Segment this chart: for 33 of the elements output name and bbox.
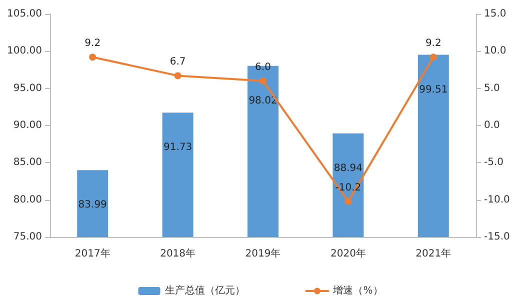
point: [260, 77, 266, 84]
y2-tick-label: 5.0: [484, 82, 500, 94]
y-tick-label: 90.00: [13, 120, 42, 131]
y-tick-label: 105.00: [7, 8, 42, 20]
y-tick-label: 100.00: [7, 46, 42, 57]
point: [430, 54, 437, 61]
y-tick-label: 75.00: [13, 232, 42, 242]
y2-tick-label: -5.0: [484, 157, 504, 168]
y2-tick-label: 15.0: [484, 8, 506, 20]
y-tick-label: 80.00: [13, 194, 42, 206]
x-tick-label: 2020年: [330, 248, 366, 260]
legend-label: 增速（%）: [332, 284, 383, 296]
data-label: 9.2: [425, 38, 442, 50]
y2-tick-label: 10.0: [484, 46, 506, 57]
data-label: 99.51: [419, 84, 448, 96]
x-tick-label: 2021年: [416, 248, 452, 260]
data-label: 6.7: [170, 56, 186, 68]
point: [344, 198, 352, 205]
data-label: 83.99: [78, 200, 107, 211]
y2-tick-label: -15.0: [484, 232, 510, 242]
data-label: 88.94: [334, 162, 363, 174]
x-tick-label: 2019年: [245, 248, 281, 260]
data-label: 91.73: [163, 142, 192, 154]
y2-tick-label: -10.0: [484, 194, 510, 206]
y-tick-label: 85.00: [13, 157, 42, 168]
x-tick-label: 2017年: [74, 248, 110, 260]
y-tick-label: 95.00: [13, 82, 42, 94]
point: [174, 72, 182, 80]
x-tick-label: 2018年: [160, 248, 196, 260]
point: [89, 54, 96, 61]
data-label: 9.2: [84, 38, 101, 50]
legend-label: 生产总值（亿元）: [165, 284, 246, 296]
y2-tick-label: 0.0: [484, 120, 500, 131]
